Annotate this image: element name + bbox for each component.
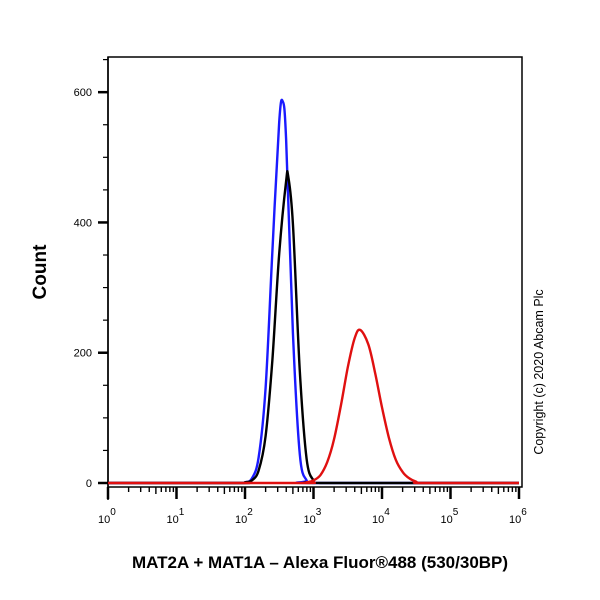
plot-frame [107, 56, 523, 488]
tick-exponent: 2 [247, 507, 253, 518]
x-tick-label: 105 [441, 507, 459, 526]
tick-base: 10 [304, 514, 316, 526]
x-tick-label: 101 [167, 507, 185, 526]
x-tick-label: 103 [304, 507, 322, 526]
y-tick-label: 600 [74, 87, 92, 99]
tick-exponent: 3 [316, 507, 322, 518]
x-tick-label: 102 [235, 507, 253, 526]
x-axis-label: MAT2A + MAT1A – Alexa Fluor®488 (530/30B… [132, 553, 508, 572]
tick-base: 10 [509, 514, 521, 526]
tick-base: 10 [167, 514, 179, 526]
tick-base: 10 [235, 514, 247, 526]
y-tick-label: 0 [86, 478, 92, 490]
y-tick-label: 200 [74, 348, 92, 360]
tick-base: 10 [98, 514, 110, 526]
x-tick-label: 100 [98, 507, 116, 526]
tick-base: 10 [372, 514, 384, 526]
tick-base: 10 [441, 514, 453, 526]
tick-exponent: 6 [521, 507, 527, 518]
series-line-2 [107, 328, 519, 485]
y-tick-label: 400 [74, 217, 92, 229]
tick-exponent: 1 [179, 507, 185, 518]
copyright-annotation: Copyright (c) 2020 Abcam Plc [532, 289, 546, 454]
x-tick-label: 104 [372, 507, 390, 526]
y-axis-label: Count [30, 244, 51, 300]
tick-exponent: 5 [453, 507, 459, 518]
tick-exponent: 4 [384, 507, 390, 518]
tick-exponent: 0 [110, 507, 116, 518]
x-tick-label: 106 [509, 507, 527, 526]
